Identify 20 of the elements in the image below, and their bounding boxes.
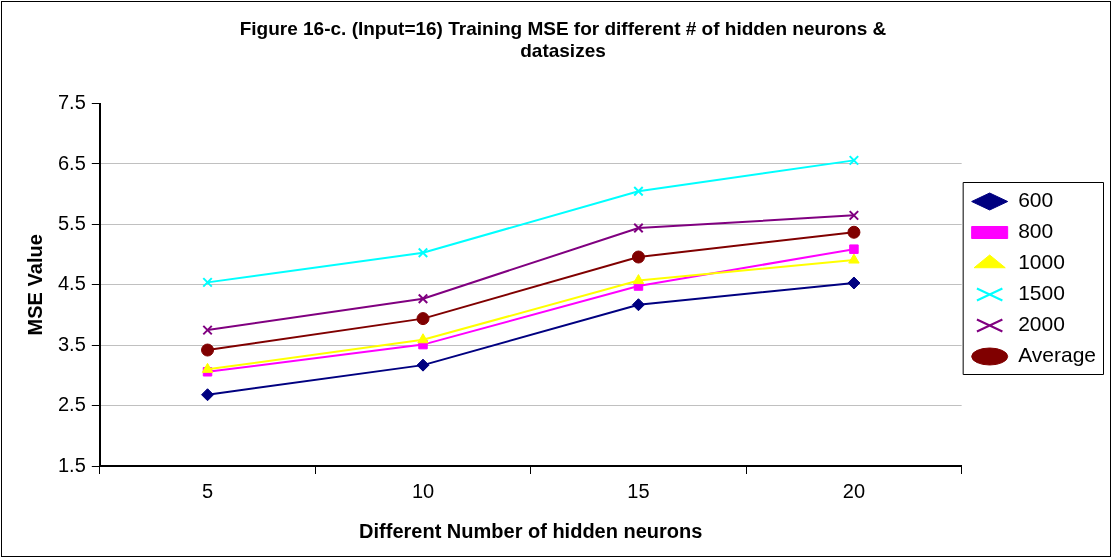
y-tick-label: 5.5 xyxy=(57,211,86,234)
x-tick-label: 5 xyxy=(201,479,214,502)
x-axis-title: Different Number of hidden neurons xyxy=(359,519,703,542)
y-tick-label: 4.5 xyxy=(57,272,86,295)
x-tick-label: 15 xyxy=(627,479,650,502)
y-tick-label: 2.5 xyxy=(57,393,86,416)
y-tick-label: 6.5 xyxy=(57,151,86,174)
legend-label: 800 xyxy=(1018,219,1054,243)
y-axis-title: MSE Value xyxy=(23,234,46,336)
x-tick-label: 10 xyxy=(411,479,435,502)
legend-label: 1500 xyxy=(1018,281,1065,305)
legend-label: 2000 xyxy=(1018,312,1065,336)
y-tick-label: 7.5 xyxy=(57,91,86,114)
y-tick-label: 3.5 xyxy=(57,332,86,355)
x-tick-label: 20 xyxy=(842,479,866,502)
legend-label: 1000 xyxy=(1018,250,1065,274)
legend-label: Average xyxy=(1018,343,1097,367)
chart-title: Figure 16-c. (Input=16) Training MSE for different # of hidden neurons & datasizes xyxy=(239,17,887,62)
legend-label: 600 xyxy=(1018,188,1054,212)
y-tick-label: 1.5 xyxy=(57,453,86,476)
